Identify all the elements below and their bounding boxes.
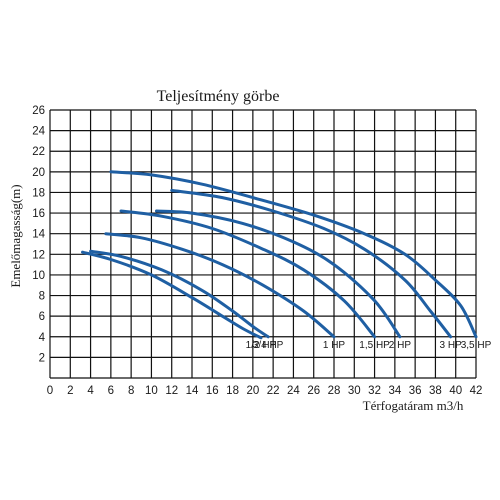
y-axis-title: Emelőmagasság(m)	[8, 184, 23, 287]
x-tick-label: 36	[409, 385, 422, 397]
curve-label: 1,5 HP	[359, 340, 390, 351]
y-tick-label: 24	[32, 126, 45, 138]
y-tick-label: 8	[39, 291, 45, 303]
curve-1-5-hp	[119, 209, 377, 339]
y-tick-label: 6	[39, 311, 45, 323]
y-tick-label: 10	[32, 270, 45, 282]
x-tick-label: 40	[449, 385, 462, 397]
curve-label: 3/4 HP	[253, 340, 284, 351]
x-tick-label: 20	[246, 385, 259, 397]
curve-1-2-hp	[81, 250, 263, 340]
curve-label: 1 HP	[323, 340, 346, 351]
curves	[81, 170, 478, 340]
y-tick-label: 2	[39, 352, 45, 364]
x-tick-label: 16	[206, 385, 219, 397]
y-tick-label: 4	[39, 332, 46, 344]
curve-label: 2 HP	[389, 340, 412, 351]
x-tick-label: 12	[165, 385, 178, 397]
x-tick-label: 30	[348, 385, 361, 397]
x-tick-label: 28	[328, 385, 341, 397]
x-tick-label: 2	[67, 385, 73, 397]
y-tick-label: 12	[32, 249, 45, 261]
curve-2-hp	[155, 209, 402, 339]
x-tick-label: 32	[368, 385, 381, 397]
y-tick-label: 22	[32, 146, 45, 158]
curve-1-hp	[104, 232, 336, 339]
y-tick-label: 18	[32, 187, 45, 199]
x-tick-label: 22	[267, 385, 280, 397]
curve-3-4-hp	[89, 249, 270, 339]
curve-label: 1/2 HP	[246, 340, 277, 351]
x-tick-label: 34	[388, 385, 401, 397]
x-tick-label: 6	[108, 385, 114, 397]
y-tick-label: 16	[32, 208, 45, 220]
x-tick-label: 24	[287, 385, 300, 397]
y-tick-label: 26	[32, 105, 45, 117]
x-tick-label: 4	[87, 385, 94, 397]
chart-title: Teljesítmény görbe	[157, 88, 280, 105]
tick-labels: 0 2 4 6 8 10 12 14 16 18 20 22 24 26 28 30 32 34 36 38 40 422…	[32, 105, 482, 397]
x-tick-label: 8	[128, 385, 134, 397]
curve-3-5-hp	[109, 170, 478, 339]
x-tick-label: 38	[429, 385, 442, 397]
curve-labels: 1/2 HP3/4 HP 1 HP 1,5 HP2 HP 3 HP3,5 HP	[246, 340, 492, 351]
y-tick-label: 14	[32, 229, 45, 241]
x-tick-label: 10	[145, 385, 158, 397]
x-tick-label: 14	[186, 385, 199, 397]
x-tick-label: 26	[307, 385, 320, 397]
grid	[49, 109, 477, 379]
y-tick-label: 20	[32, 167, 45, 179]
x-tick-label: 0	[47, 385, 53, 397]
x-tick-label: 42	[470, 385, 483, 397]
curve-3-hp	[170, 188, 453, 339]
curve-label: 3 HP	[440, 340, 463, 351]
x-tick-label: 18	[226, 385, 239, 397]
x-axis-title: Térfogatáram m3/h	[363, 398, 464, 413]
curve-label: 3,5 HP	[461, 340, 492, 351]
